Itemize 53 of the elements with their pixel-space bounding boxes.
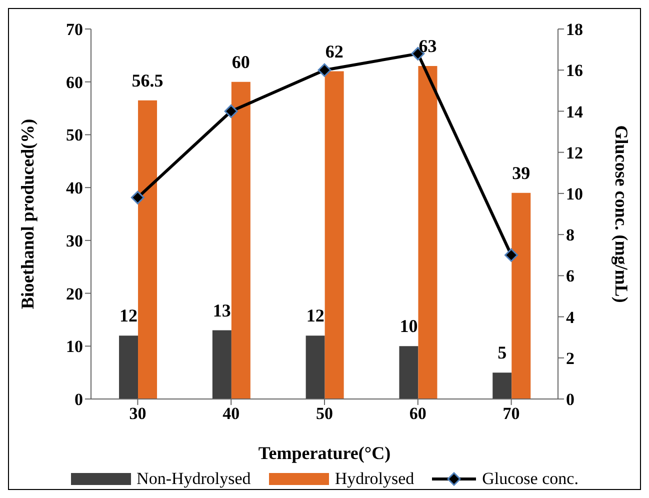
- data-label: 63: [418, 36, 437, 56]
- y2-tick-label: 4: [566, 308, 575, 327]
- bar: [231, 82, 250, 399]
- y2-tick-label: 12: [566, 143, 583, 162]
- point: [318, 63, 332, 77]
- point: [224, 104, 238, 118]
- data-label: 10: [400, 316, 418, 336]
- y-tick-label: 20: [66, 284, 83, 304]
- x-axis-title: Temperature(°C): [258, 443, 391, 463]
- point: [130, 190, 144, 204]
- y2-tick-label: 16: [566, 61, 583, 80]
- y2-tick-label: 10: [566, 184, 583, 204]
- data-label: 39: [512, 162, 530, 183]
- y2-tick-label: 8: [566, 226, 574, 245]
- legend-label: Glucose conc.: [481, 469, 578, 489]
- y-tick-label: 70: [66, 20, 83, 40]
- y-tick-label: 50: [66, 126, 83, 145]
- bar: [418, 66, 438, 399]
- data-label: 5: [498, 342, 507, 363]
- bar: [138, 100, 158, 399]
- y-tick-label: 10: [66, 337, 83, 356]
- bar: [119, 336, 138, 399]
- x-tick-label: 30: [129, 404, 146, 424]
- y-tick-label: 0: [74, 390, 83, 410]
- bar: [306, 336, 325, 399]
- data-label: 60: [232, 52, 250, 72]
- y-tick-label: 40: [66, 178, 83, 198]
- bar: [492, 372, 512, 399]
- bar: [512, 192, 531, 399]
- point: [504, 248, 518, 262]
- y2-tick-label: 14: [566, 102, 584, 122]
- data-label: 12: [306, 306, 324, 326]
- x-tick-label: 50: [316, 404, 333, 424]
- legend-label: Hydrolysed: [334, 469, 414, 489]
- x-tick-label: 40: [222, 404, 240, 424]
- legend-label: Non-Hydrolysed: [136, 469, 251, 489]
- y-tick-label: 60: [66, 72, 83, 92]
- y-tick-label: 30: [66, 231, 83, 250]
- y2-tick-label: 0: [566, 390, 574, 410]
- y-axis-title: Bioethanol produced(%): [17, 118, 38, 310]
- data-label: 13: [212, 300, 231, 320]
- data-label: 62: [325, 41, 344, 62]
- y2-tick-label: 6: [566, 266, 574, 286]
- bar: [324, 71, 344, 399]
- data-label: 12: [120, 306, 138, 326]
- bar: [399, 346, 418, 399]
- x-tick-label: 70: [502, 404, 520, 424]
- bar: [212, 330, 232, 399]
- y2-tick-label: 2: [566, 348, 574, 368]
- x-tick-label: 60: [409, 404, 426, 424]
- data-label: 56.5: [132, 70, 164, 90]
- y2-axis-title: Glucose conc. (mg/mL): [612, 125, 632, 303]
- y2-tick-label: 18: [566, 20, 583, 40]
